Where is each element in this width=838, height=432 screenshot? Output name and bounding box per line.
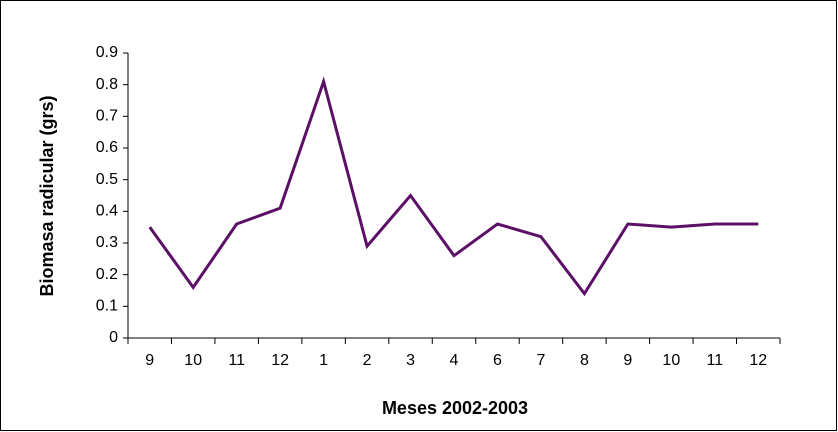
x-tick-label: 10 <box>662 352 680 369</box>
y-tick-label: 0 <box>109 329 118 346</box>
x-tick-label: 3 <box>406 352 415 369</box>
y-tick-label: 0.9 <box>96 44 118 61</box>
x-tick-label: 2 <box>363 352 372 369</box>
x-tick-label: 8 <box>580 352 589 369</box>
y-tick-label: 0.3 <box>96 234 118 251</box>
y-tick-label: 0.8 <box>96 76 118 93</box>
x-tick-label: 7 <box>536 352 545 369</box>
x-tick-label: 11 <box>706 352 723 369</box>
x-tick-label: 11 <box>228 352 245 369</box>
x-tick-label: 6 <box>493 352 502 369</box>
y-tick-label: 0.1 <box>96 298 118 315</box>
x-tick-label: 10 <box>184 352 202 369</box>
x-tick-label: 12 <box>749 352 767 369</box>
y-tick-label: 0.7 <box>96 108 118 125</box>
y-tick-label: 0.4 <box>96 203 118 220</box>
y-axis-title: Biomasa radicular (grs) <box>37 95 57 296</box>
x-tick-label: 9 <box>623 352 632 369</box>
x-tick-label: 12 <box>271 352 289 369</box>
y-tick-label: 0.5 <box>96 171 118 188</box>
y-tick-label: 0.6 <box>96 139 118 156</box>
y-tick-label: 0.2 <box>96 266 118 283</box>
x-tick-label: 9 <box>145 352 154 369</box>
x-tick-label: 4 <box>450 352 459 369</box>
x-tick-label: 1 <box>319 352 328 369</box>
data-line <box>148 76 759 297</box>
x-axis-title: Meses 2002-2003 <box>382 398 528 418</box>
